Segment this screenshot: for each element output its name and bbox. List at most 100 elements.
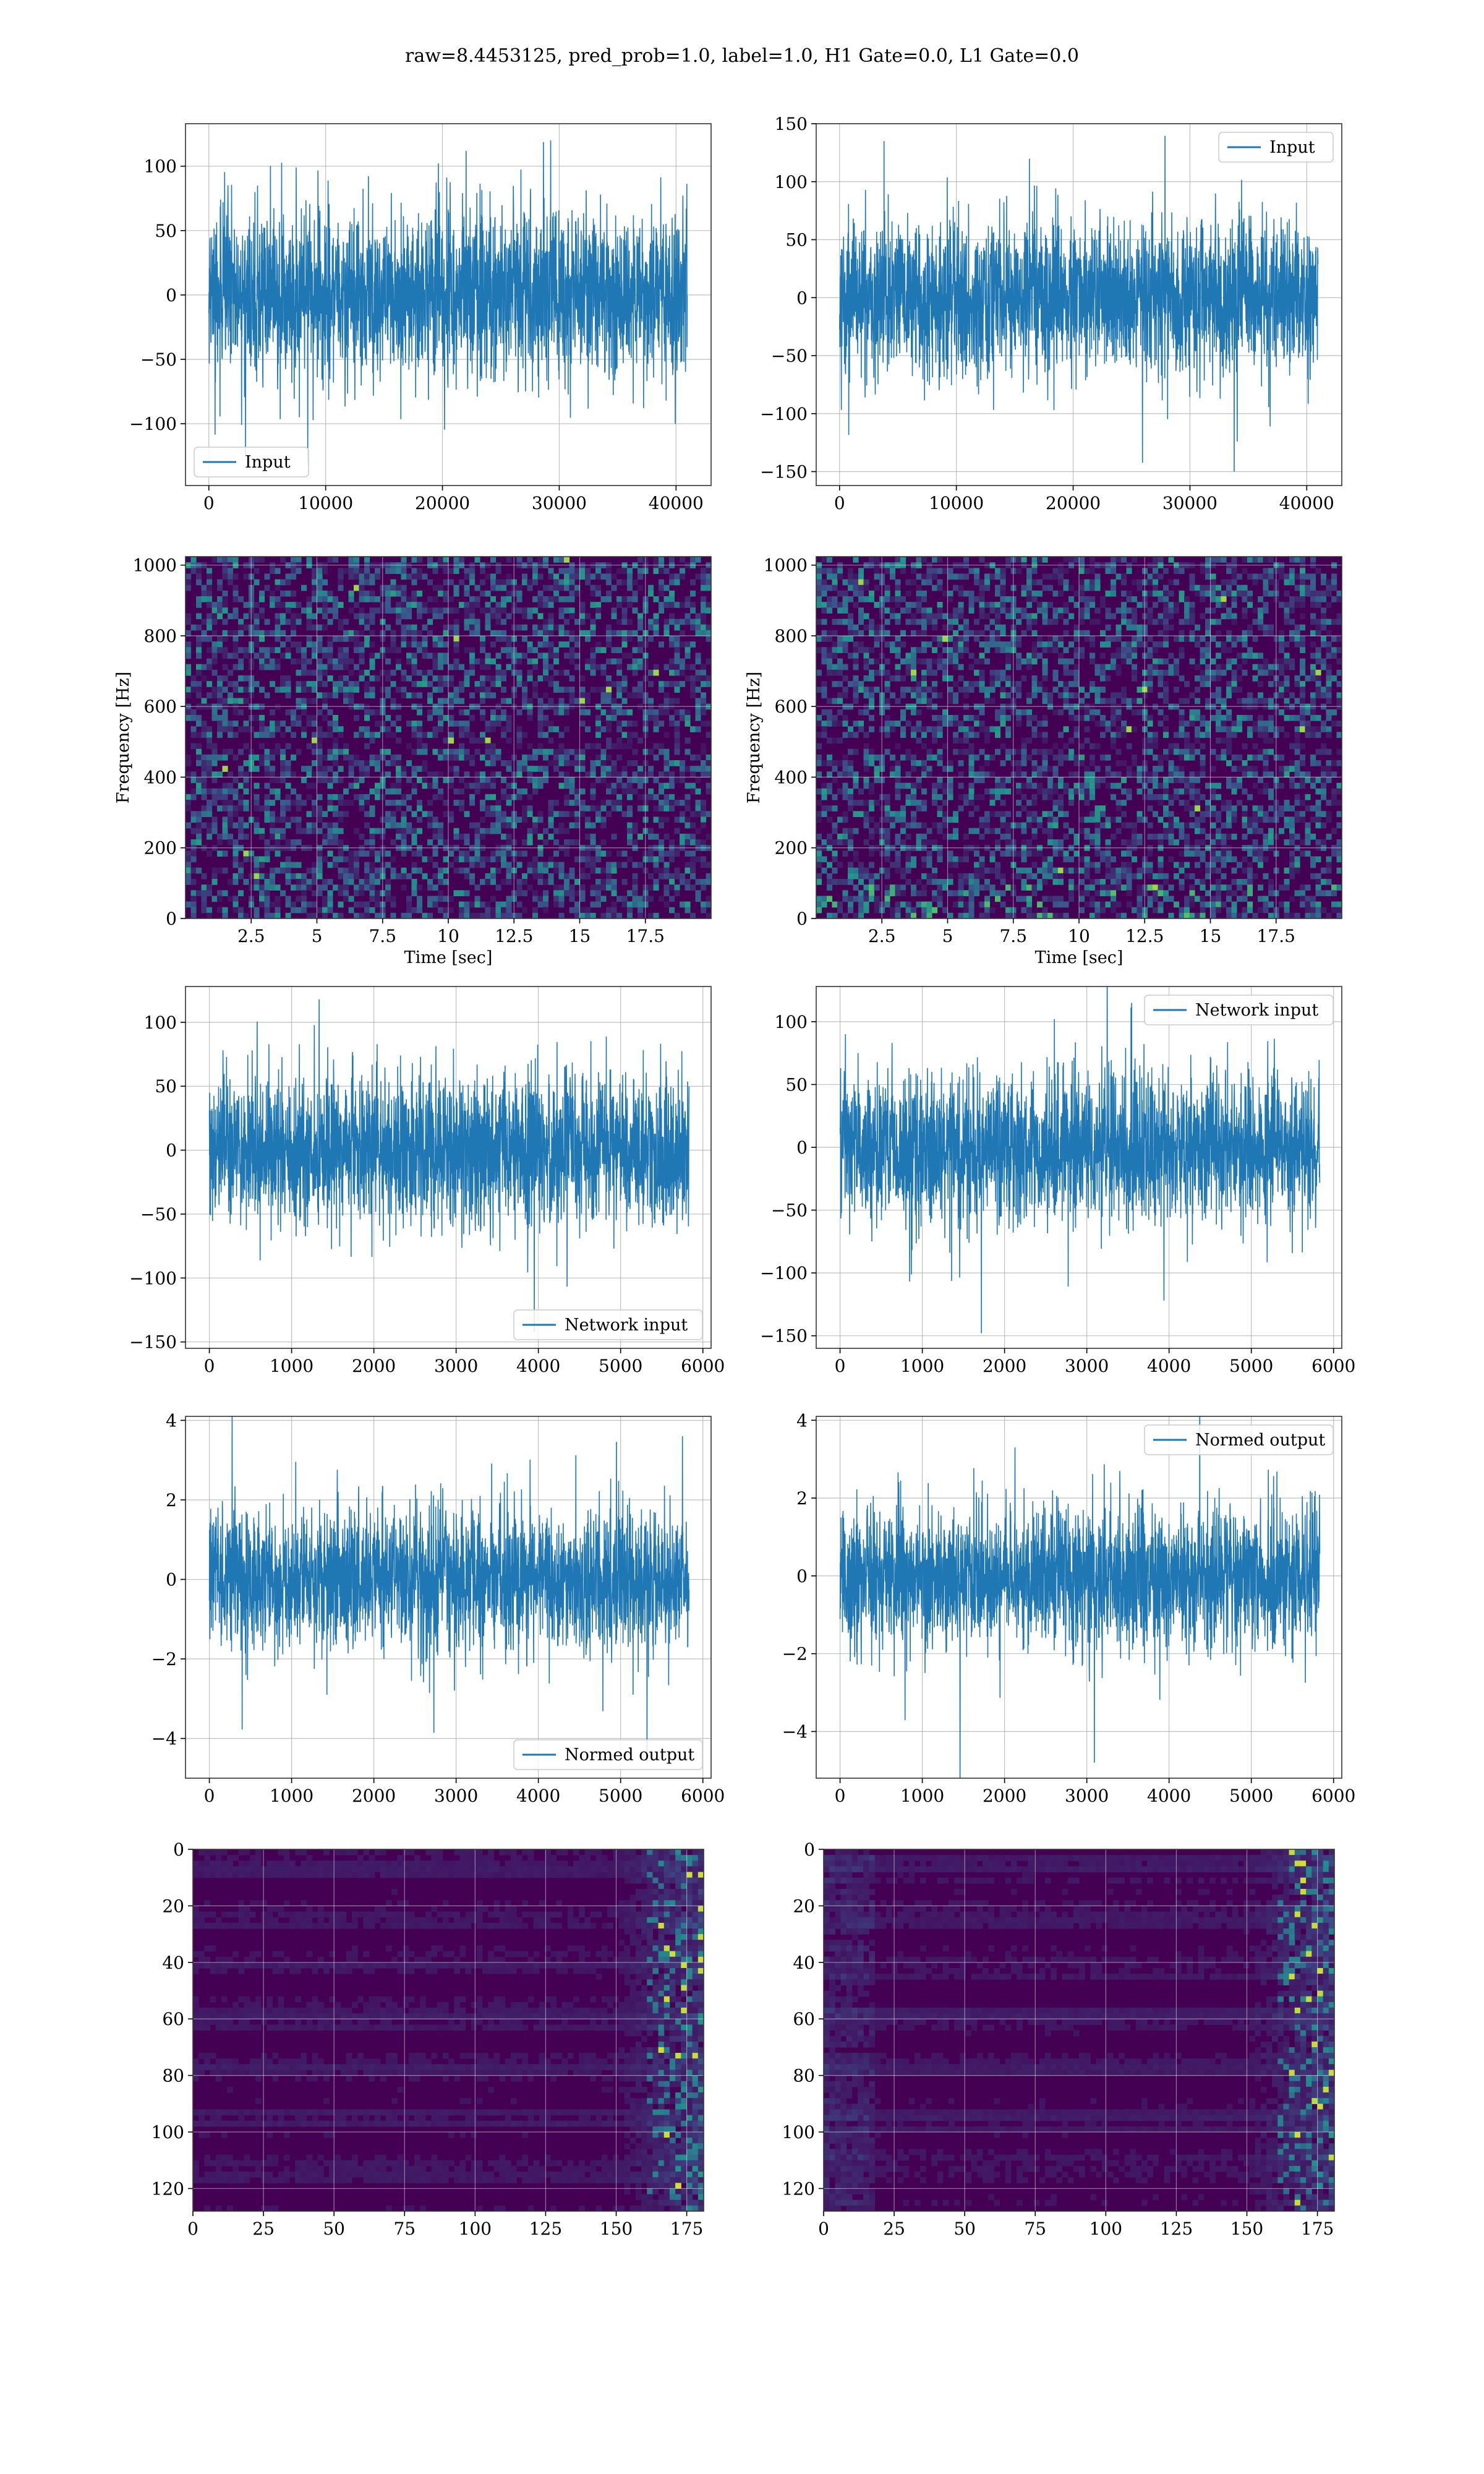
y-tick-label: 0: [166, 285, 177, 306]
tick-labels: 2.5 5 7.5 10 12.5 15 17.5 0 200 400 600 800 1000: [764, 555, 1295, 946]
x-tick-label: 25: [252, 2219, 275, 2239]
x-tick-label: 100: [1090, 2219, 1122, 2239]
x-tick-label: 5000: [1229, 1356, 1273, 1376]
x-tick-label: 5000: [599, 1786, 642, 1806]
tick-labels: 0 25 50 75 100 125 150 175 0 20 40 60 80 100 120: [151, 1839, 704, 2239]
y-tick-label: 80: [793, 2066, 815, 2086]
tick-labels: 0 1000 2000 3000 4000 5000 6000 −150 −100 −50 0 50 1…: [129, 1012, 725, 1376]
legend: Network input: [513, 1309, 703, 1340]
y-tick-label: −100: [129, 1268, 177, 1288]
y-tick-label: −100: [760, 1263, 808, 1283]
x-tick-label: 5: [942, 926, 953, 946]
x-tick-label: 175: [670, 2219, 703, 2239]
x-tick-label: 25: [883, 2219, 905, 2239]
y-tick-label: 50: [785, 1074, 808, 1095]
x-tick-label: 2.5: [237, 926, 265, 946]
heatmap: [193, 1849, 704, 2211]
y-tick-label: 100: [775, 172, 808, 192]
y-tick-label: −50: [771, 346, 808, 366]
legend: Normed output: [513, 1739, 703, 1770]
y-tick-label: −150: [129, 1332, 177, 1353]
x-tick-label: 12.5: [1125, 926, 1164, 946]
feature-map-h1-subplot: 0 25 50 75 100 125 150 175 0 20 40 60 80 100 120: [151, 1839, 704, 2239]
y-tick-label: 0: [796, 288, 808, 308]
y-tick-label: 4: [166, 1410, 177, 1431]
x-tick-label: 0: [834, 493, 845, 513]
axes-frame: [185, 986, 712, 1349]
x-tick-label: 20000: [415, 493, 470, 513]
x-tick-label: 4000: [516, 1786, 560, 1806]
y-tick-label: 50: [155, 1076, 177, 1097]
figure-title: raw=8.4453125, pred_prob=1.0, label=1.0,…: [405, 45, 1079, 67]
signal-line: [839, 987, 1321, 1333]
heatmap: [186, 557, 711, 918]
x-tick-label: 50: [323, 2219, 345, 2239]
x-tick-label: 0: [835, 1786, 846, 1806]
x-tick-label: 15: [569, 926, 591, 946]
x-tick-label: 6000: [1311, 1356, 1355, 1376]
x-tick-label: 7.5: [369, 926, 396, 946]
heatmap: [816, 557, 1342, 918]
x-tick-label: 40000: [1279, 493, 1334, 513]
x-tick-label: 0: [204, 1786, 215, 1806]
x-tick-label: 10: [1068, 926, 1090, 946]
legend: Input: [1218, 132, 1334, 163]
spectrogram-l1-subplot: 2.5 5 7.5 10 12.5 15 17.5 0 200 400 600 800 1000 Time…: [744, 555, 1342, 967]
x-tick-label: 6000: [1311, 1786, 1355, 1806]
x-tick-label: 0: [203, 493, 215, 513]
y-tick-label: 800: [775, 626, 808, 646]
axes-frame: [192, 1849, 704, 2212]
y-tick-label: −4: [151, 1729, 177, 1749]
input-l1-subplot: Input 0 10000 20000 30000 40000 −150 −100 −50 0 50…: [760, 114, 1342, 513]
y-tick-label: 120: [782, 2178, 815, 2199]
y-tick-label: 2: [796, 1488, 808, 1509]
x-tick-label: 125: [529, 2219, 562, 2239]
signal-line: [208, 999, 690, 1332]
x-tick-label: 4000: [1147, 1786, 1191, 1806]
y-tick-label: 100: [151, 2122, 184, 2142]
y-tick-label: 50: [155, 221, 177, 241]
y-tick-label: 200: [144, 838, 177, 858]
normed-output-h1-subplot: Normed output 0 1000 2000 3000 4000 5000 6000 −4…: [151, 1410, 725, 1806]
x-tick-label: 2000: [983, 1356, 1026, 1376]
x-tick-label: 1000: [900, 1786, 944, 1806]
x-tick-label: 7.5: [999, 926, 1027, 946]
x-tick-label: 75: [1024, 2219, 1046, 2239]
y-tick-label: −50: [140, 349, 177, 370]
y-tick-label: 100: [144, 1012, 177, 1033]
tick-labels: 0 1000 2000 3000 4000 5000 6000 −4 −2 0 2 4: [782, 1410, 1356, 1806]
x-tick-label: 3000: [434, 1356, 478, 1376]
y-tick-label: 0: [166, 1141, 177, 1161]
x-tick-label: 10: [437, 926, 459, 946]
spectrogram-h1-subplot: 2.5 5 7.5 10 12.5 15 17.5 0 200 400 600 800 1000 Time…: [114, 555, 712, 967]
x-tick-label: 3000: [434, 1786, 478, 1806]
y-axis-label: Frequency [Hz]: [744, 672, 764, 803]
y-tick-label: 20: [162, 1896, 184, 1916]
y-tick-label: 400: [775, 767, 808, 787]
x-tick-label: 6000: [681, 1356, 725, 1376]
axes-frame: [823, 1849, 1335, 2212]
x-tick-label: 100: [459, 2219, 492, 2239]
y-tick-label: 1000: [764, 555, 808, 576]
y-tick-label: 600: [775, 696, 808, 717]
x-tick-label: 0: [818, 2219, 829, 2239]
x-tick-label: 1000: [270, 1786, 313, 1806]
x-tick-label: 75: [393, 2219, 416, 2239]
x-tick-label: 0: [835, 1356, 846, 1376]
x-tick-label: 12.5: [495, 926, 533, 946]
y-tick-label: 100: [782, 2122, 815, 2142]
tick-labels: 0 10000 20000 30000 40000 −100 −50 0 50 100: [129, 156, 704, 513]
y-tick-label: −100: [129, 414, 177, 434]
x-tick-label: 4000: [1147, 1356, 1191, 1376]
axes-frame: [185, 123, 712, 486]
y-tick-label: 120: [151, 2178, 184, 2199]
x-tick-label: 17.5: [1257, 926, 1295, 946]
normed-output-l1-subplot: Normed output 0 1000 2000 3000 4000 5000 6000 −4…: [782, 1410, 1356, 1806]
y-tick-label: 2: [166, 1490, 177, 1510]
tick-labels: 0 1000 2000 3000 4000 5000 6000 −150 −100 −50 0 50 1…: [760, 1012, 1355, 1376]
y-tick-label: 0: [166, 1570, 177, 1590]
y-axis-label: Frequency [Hz]: [114, 672, 133, 803]
